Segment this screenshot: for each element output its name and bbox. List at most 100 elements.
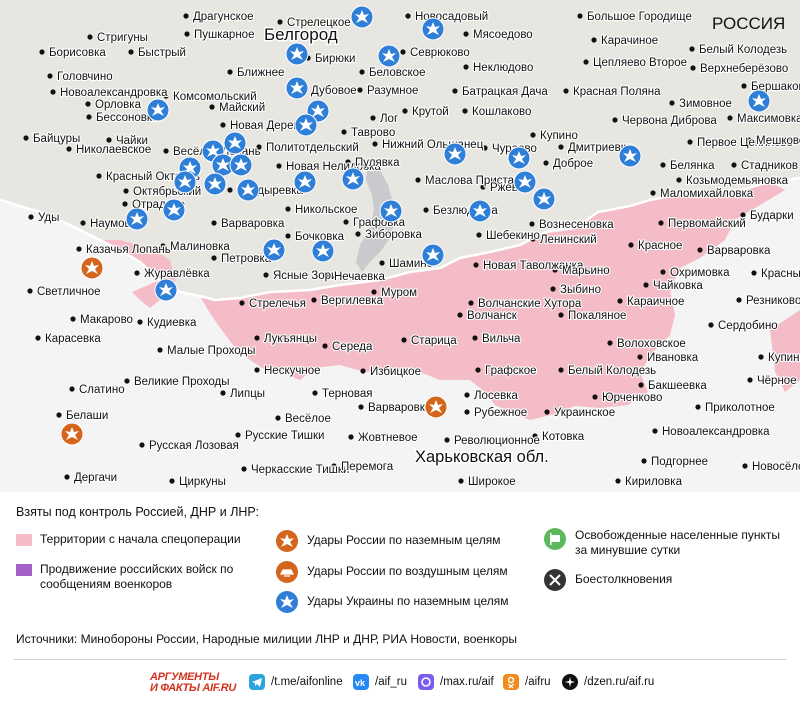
settlement-label: Новоалександровка [60,87,168,99]
settlement-dot [452,88,458,94]
settlement-dot [607,340,613,346]
settlement-dot [235,432,241,438]
settlement-label: Русская Лозовая [149,440,239,452]
control-zone-east [770,310,800,392]
settlement-label: Приколотное [705,402,775,414]
svg-text:vk: vk [355,678,366,688]
legend-item-rus-ground: Удары России по наземным целям [276,530,500,552]
settlement-dot [157,347,163,353]
legend-item-since-start: Территории с начала спецоперации [16,532,241,547]
rus-strike-marker [60,422,84,446]
settlement-dot [227,187,233,193]
footer-link-ok[interactable]: /aifru [503,674,551,690]
footer-link-max[interactable]: /max.ru/aif [418,674,494,690]
city-label-belgorod: Белгород [264,25,338,44]
settlement-dot [379,260,385,266]
settlement-label: Макарово [80,314,133,326]
settlement-label: Слатино [79,384,125,396]
settlement-dot [463,64,469,70]
ukr-strike-marker [211,153,235,177]
settlement-label: Бирюки [315,53,355,65]
settlement-dot [660,162,666,168]
settlement-dot [558,367,564,373]
settlement-dot [28,214,34,220]
sources-text: Источники: Минобороны России, Народные м… [16,632,518,646]
settlement-label: Волохoвское [617,338,686,350]
settlement-dot [359,69,365,75]
settlement-label: Рубежное [474,407,527,419]
settlement-dot [423,207,429,213]
settlement-label: Украинское [554,407,615,419]
settlement-label: Лосевка [474,390,518,402]
settlement-label: Белый Колодезь [568,365,656,377]
settlement-dot [480,184,486,190]
settlement-dot [472,335,478,341]
settlement-label: Первомайский [668,218,746,230]
settlement-dot [87,34,93,40]
ukr-strike-marker [350,5,374,29]
settlement-label: Красная Поляна [573,86,661,98]
legend: Взяты под контроль Россией, ДНР и ЛНР: Т… [0,492,800,707]
settlement-label: Дмитриевка [568,142,633,154]
settlement-dot [27,288,33,294]
settlement-dot [211,255,217,261]
ukr-strike-marker [173,170,197,194]
settlement-dot [643,282,649,288]
settlement-dot [137,319,143,325]
settlement-dot [617,298,623,304]
settlement-dot [638,382,644,388]
settlement-label: Нижний Ольшанец [382,139,484,151]
legend-item-ukr-ground: Удары Украины по наземным целям [276,591,509,613]
ukr-strike-marker [125,207,149,231]
legend-item-clashes: Боестолкновения [544,569,672,591]
settlement-label: Липцы [230,388,265,400]
settlement-dot [341,129,347,135]
settlement-label: Ясные Зори [273,270,337,282]
footer-link-vk[interactable]: vk /aif_ru [353,674,407,690]
settlement-label: Пушкарное [194,29,254,41]
settlement-label: Середа [332,341,373,353]
rus-strike-marker [424,395,448,419]
legend-swatch-since-start [16,534,32,546]
settlement-dot [697,247,703,253]
settlement-dot [628,242,634,248]
rus-ground-strike-icon [276,530,298,552]
settlement-dot [357,87,363,93]
settlement-label: Бочковка [295,231,345,243]
settlement-label: Никольское [295,204,357,216]
settlement-dot [747,377,753,383]
footer-link-telegram[interactable]: /t.me/aifonline [249,674,343,690]
settlement-dot [311,297,317,303]
ukr-strike-marker [311,239,335,263]
country-label: РОССИЯ [712,14,785,33]
settlement-dot [241,466,247,472]
settlement-label: Кудиевка [147,317,197,329]
settlement-label: Малиновка [170,241,230,253]
settlement-label: Журавлёвка [144,268,210,280]
footer-link-label: /max.ru/aif [440,676,494,688]
settlement-dot [695,404,701,410]
settlement-label: Зиборовка [365,229,423,241]
settlement-dot [463,31,469,37]
settlement-label: Варваровка [221,218,285,230]
settlement-label: Вильча [482,333,521,345]
control-zone [200,182,785,420]
russia-territory [0,0,800,300]
settlement-dot [637,354,643,360]
legend-title: Взяты под контроль Россией, ДНР и ЛНР: [16,505,259,519]
legend-label-rus-air: Удары России по воздушным целям [307,564,508,578]
footer-link-dzen[interactable]: /dzen.ru/aif.ru [562,674,654,690]
settlement-dot [746,137,752,143]
aif-logo[interactable]: АРГУМЕНТЫ И ФАКТЫ AIF.RU [150,672,240,698]
settlement-label: Купино [540,130,578,142]
settlement-dot [650,190,656,196]
settlement-label: Борисовка [49,47,106,59]
settlement-label: Козьмодемьяновка [686,175,789,187]
ukr-strike-marker [377,44,401,68]
settlement-dot [371,289,377,295]
settlement-label: Жовтневое [358,432,418,444]
settlement-label: Белый Колодезь [699,44,787,56]
settlement-dot [285,206,291,212]
ukr-strike-marker [379,199,403,223]
settlement-dot [47,73,53,79]
